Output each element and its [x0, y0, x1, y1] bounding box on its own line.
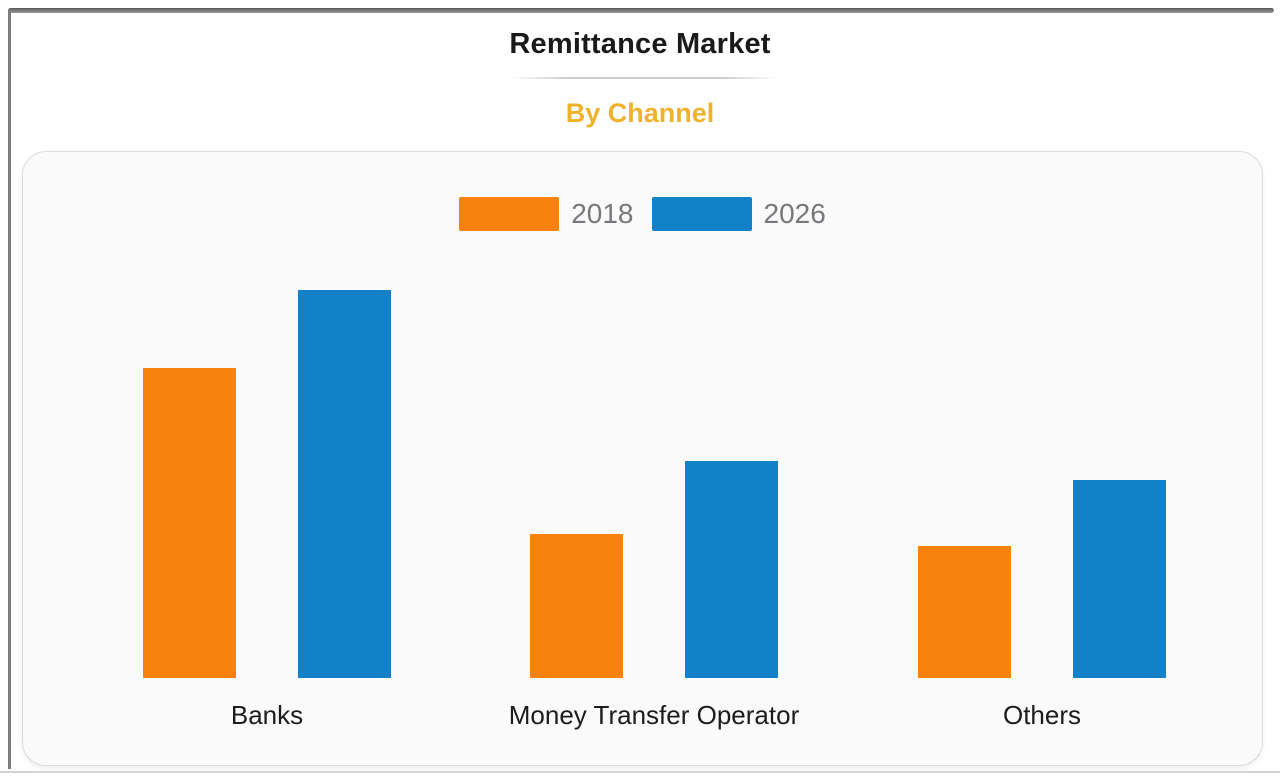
legend-item-2026: 2026: [651, 197, 826, 231]
legend-swatch-2018: [459, 197, 560, 231]
bar-2018-money-transfer-operator: [530, 534, 623, 678]
title-divider: [512, 77, 778, 79]
bar-group-money-transfer-operator: Money Transfer Operator: [509, 278, 799, 730]
category-label-money-transfer-operator: Money Transfer Operator: [508, 700, 800, 730]
legend: 2018 2026: [23, 197, 1262, 231]
window-border-left: [8, 10, 11, 769]
legend-swatch-2026: [651, 197, 752, 231]
chart-title: Remittance Market: [509, 28, 771, 60]
chart-card: 2018 2026 Banks Money Transfer Operator Ot…: [22, 151, 1263, 766]
category-label-banks: Banks: [230, 700, 304, 730]
legend-item-2018: 2018: [459, 197, 634, 231]
bar-2026-others: [1073, 480, 1166, 678]
window-border-bottom: [0, 771, 1280, 773]
legend-label-2018: 2018: [571, 198, 634, 229]
chart-subtitle: By Channel: [565, 98, 715, 128]
bar-group-others: Others: [918, 278, 1166, 730]
bar-2026-money-transfer-operator: [685, 461, 778, 678]
plot-area: Banks Money Transfer Operator Others: [23, 152, 1262, 765]
window-border-top: [8, 8, 1274, 13]
bar-2026-banks: [298, 290, 391, 678]
bar-2018-banks: [143, 368, 236, 678]
bar-group-banks: Banks: [143, 278, 391, 730]
legend-label-2026: 2026: [763, 198, 826, 229]
category-label-others: Others: [1002, 700, 1082, 730]
bar-2018-others: [918, 546, 1011, 678]
